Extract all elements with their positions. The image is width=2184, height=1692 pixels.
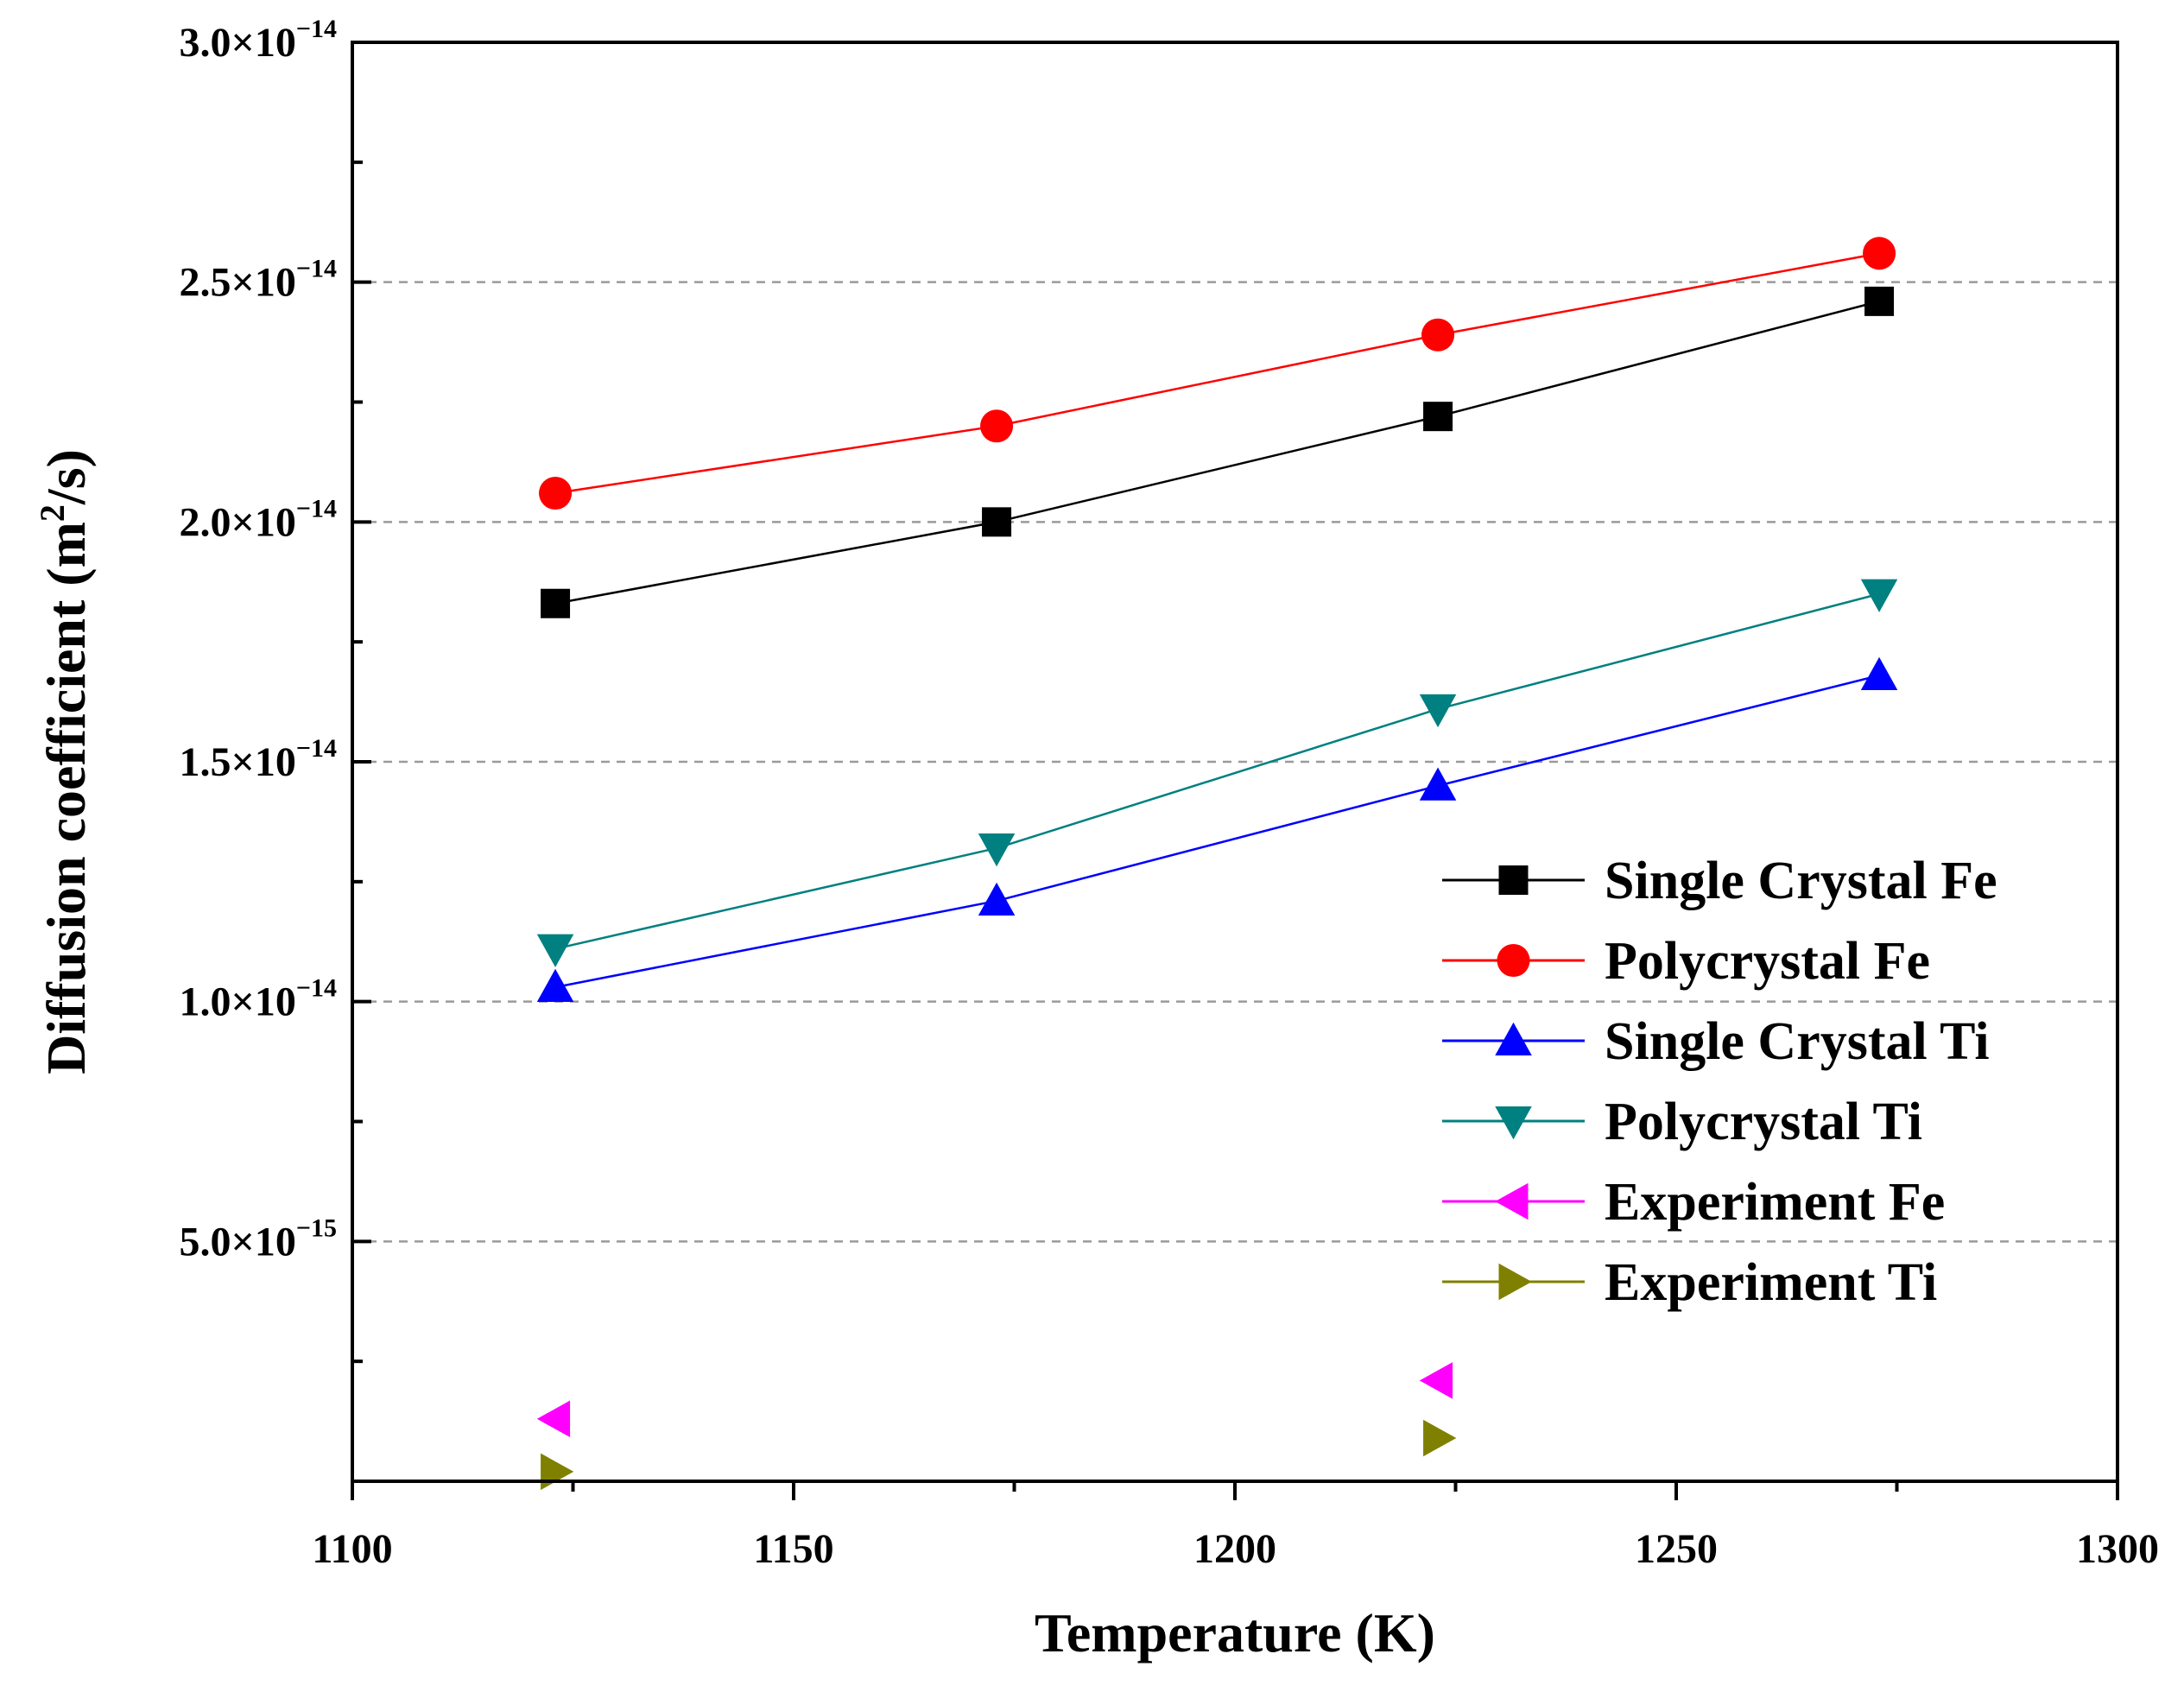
legend-marker-swatch — [1495, 1182, 1529, 1220]
legend-marker-swatch — [1498, 1263, 1532, 1301]
y-tick-exponent: −15 — [296, 1214, 337, 1242]
series-single-crystal-fe — [541, 286, 1895, 618]
data-point-experiment-fe — [536, 1400, 571, 1438]
series-experiment-ti — [541, 1419, 1457, 1491]
data-point-polycrystal-fe — [1863, 237, 1896, 270]
series-line-polycrystal-fe — [554, 252, 1880, 495]
data-point-polycrystal-ti — [1860, 579, 1898, 612]
data-point-single-crystal-ti — [536, 968, 574, 1003]
y-tick-mantissa: 5.0×10 — [180, 1219, 296, 1264]
data-point-experiment-fe — [1419, 1362, 1453, 1399]
series-experiment-fe — [536, 1362, 1453, 1438]
series-polycrystal-ti — [536, 579, 1898, 967]
legend-marker-swatch — [1498, 865, 1529, 895]
legend-label: Single Crystal Fe — [1605, 852, 1997, 910]
y-tick-mantissa: 3.0×10 — [180, 20, 296, 66]
tick-layer: 5.0×10−151.0×10−141.5×10−142.0×10−142.5×… — [180, 15, 2159, 1572]
y-tick-exponent: −14 — [296, 974, 337, 1003]
legend-label: Polycrystal Ti — [1605, 1093, 1922, 1151]
legend-label: Polycrystal Fe — [1605, 932, 1930, 991]
y-tick-mantissa: 2.5×10 — [180, 260, 296, 306]
data-point-polycrystal-ti — [978, 833, 1016, 867]
data-point-single-crystal-fe — [1864, 286, 1895, 316]
y-tick-label: 1.5×10−14 — [180, 734, 337, 785]
data-point-polycrystal-ti — [1419, 694, 1457, 728]
x-axis-title: Temperature (K) — [1035, 1602, 1435, 1663]
y-tick-exponent: −14 — [296, 15, 337, 43]
legend-label: Single Crystal Ti — [1605, 1012, 1990, 1071]
y-axis-title-superscript: 2 — [33, 504, 72, 522]
y-tick-mantissa: 1.5×10 — [180, 739, 296, 785]
data-point-polycrystal-ti — [536, 934, 574, 967]
series-line-single-crystal-fe — [554, 300, 1880, 605]
data-point-polycrystal-fe — [980, 409, 1014, 443]
data-point-single-crystal-fe — [541, 588, 571, 618]
legend-item-experiment-ti: Experiment Ti — [1442, 1253, 1937, 1312]
y-tick-label: 2.0×10−14 — [180, 494, 337, 545]
y-axis-title-prefix: Diffusion coefficient (m — [35, 522, 97, 1074]
y-tick-label: 5.0×10−15 — [180, 1214, 337, 1264]
y-tick-mantissa: 2.0×10 — [180, 499, 296, 545]
y-tick-exponent: −14 — [296, 734, 337, 763]
data-point-polycrystal-fe — [1421, 318, 1455, 352]
data-point-single-crystal-fe — [982, 507, 1012, 537]
y-tick-label: 1.0×10−14 — [180, 974, 337, 1025]
y-tick-label: 3.0×10−14 — [180, 15, 337, 66]
data-point-experiment-ti — [1423, 1419, 1457, 1457]
data-point-single-crystal-ti — [1419, 767, 1457, 801]
legend-label: Experiment Ti — [1605, 1253, 1937, 1312]
legend-marker-swatch — [1497, 943, 1530, 978]
legend-item-polycrystal-fe: Polycrystal Fe — [1442, 932, 1930, 991]
series-single-crystal-ti — [536, 656, 1898, 1003]
y-tick-exponent: −14 — [296, 494, 337, 523]
x-tick-label: 1250 — [1635, 1526, 1718, 1572]
data-point-experiment-ti — [541, 1453, 574, 1491]
x-tick-label: 1150 — [753, 1526, 833, 1572]
series-line-single-crystal-ti — [554, 674, 1880, 989]
legend-item-experiment-fe: Experiment Fe — [1442, 1173, 1945, 1232]
legend-item-single-crystal-ti: Single Crystal Ti — [1442, 1012, 1990, 1071]
data-point-single-crystal-fe — [1423, 402, 1453, 432]
data-point-polycrystal-fe — [539, 476, 573, 510]
legend-label: Experiment Fe — [1605, 1173, 1945, 1232]
data-point-single-crystal-ti — [978, 882, 1016, 916]
series-polycrystal-fe — [539, 237, 1896, 510]
x-tick-label: 1100 — [312, 1526, 392, 1572]
y-axis-title: Diffusion coefficient (m2/s) — [33, 449, 97, 1074]
data-point-single-crystal-ti — [1860, 656, 1898, 691]
series-layer — [536, 237, 1898, 1491]
x-tick-label: 1300 — [2076, 1526, 2159, 1572]
series-line-polycrystal-ti — [554, 593, 1880, 950]
x-tick-label: 1200 — [1193, 1526, 1276, 1572]
y-tick-label: 2.5×10−14 — [180, 255, 337, 306]
legend-marker-swatch — [1495, 1106, 1532, 1140]
legend: Single Crystal Fe Polycrystal Fe Single Cr… — [1442, 852, 1997, 1312]
legend-item-single-crystal-fe: Single Crystal Fe — [1442, 852, 1997, 910]
legend-marker-swatch — [1495, 1022, 1532, 1055]
y-tick-exponent: −14 — [296, 255, 337, 283]
y-axis-title-suffix: /s) — [35, 449, 97, 505]
y-tick-mantissa: 1.0×10 — [180, 979, 296, 1025]
legend-item-polycrystal-ti: Polycrystal Ti — [1442, 1093, 1922, 1151]
